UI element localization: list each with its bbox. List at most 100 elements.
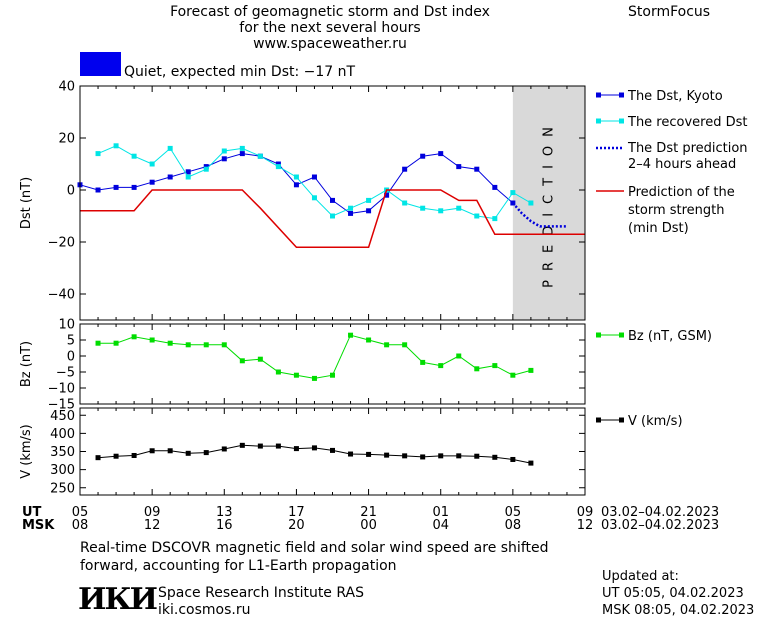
data-point [510,190,516,196]
y-tick-label: 350 [50,445,75,460]
y-tick-label: −40 [48,288,75,303]
dst-prediction-line [511,202,567,228]
data-point [149,179,155,185]
data-point [456,453,462,459]
data-point [438,151,444,157]
data-point [275,443,281,449]
legend-bz-marker [596,332,601,338]
data-point [113,184,119,190]
data-point [185,450,191,456]
data-point [239,358,245,364]
data-point [221,156,227,162]
storm-strength-line [80,189,585,248]
data-point [456,205,462,211]
updated-ut: UT 05:05, 04.02.2023 [602,586,744,601]
data-point [167,448,173,454]
data-point [438,208,444,214]
legend-recovered-label: The recovered Dst [627,115,747,130]
updated-label: Updated at: [602,569,679,584]
data-point [311,174,317,180]
updated-msk: MSK 08:05, 04.02.2023 [602,603,755,618]
data-point [384,192,390,198]
data-point [528,460,534,466]
data-point [402,166,408,172]
data-point [221,342,227,348]
y-tick-label: −20 [48,236,75,251]
data-point [492,454,498,460]
series-line-0-1 [97,145,532,220]
data-point [95,340,101,346]
data-point [311,195,317,201]
status-swatch [80,52,121,76]
ut-tick-label: 21 [360,505,377,520]
y-tick-label: 400 [50,427,75,442]
data-point [95,187,101,193]
legend-recovered-marker [596,118,601,124]
data-point [203,164,209,170]
data-point [474,453,480,459]
msk-tick-label: 04 [432,518,449,533]
data-point [149,448,155,454]
legend-bz-marker [619,332,624,338]
legend-storm-label-2: storm strength [628,203,725,218]
legend-bz-label: Bz (nT, GSM) [628,329,712,344]
prediction-region-label: PREDICTION [541,118,556,288]
legend: The Dst, Kyoto The recovered Dst The Dst… [596,89,748,429]
data-point [510,200,516,206]
chart-title-line2: for the next several hours [239,20,421,36]
data-point [438,363,444,369]
data-point [420,359,426,365]
y-tick-label: 20 [58,132,75,147]
institute-name: Space Research Institute RAS [158,585,364,601]
ut-tick-label: 05 [505,505,522,520]
data-point [167,174,173,180]
legend-dst-kyoto-marker [596,92,601,98]
y-axis-title: Bz (nT) [19,341,34,387]
iki-logo: ИКИ [78,582,158,617]
y-axis-title: Dst (nT) [19,177,34,229]
data-point [330,372,335,378]
data-point [528,367,534,373]
data-point [384,452,390,458]
footer-note-line1: Real-time DSCOVR magnetic field and sola… [80,540,549,556]
site-url[interactable]: www.spaceweather.ru [253,36,407,52]
data-point [293,174,299,180]
v-panel: 450 400 350 300 250 V (km/s) [19,407,586,496]
data-point [149,337,155,343]
data-point [113,340,119,346]
data-point [348,210,354,216]
data-point [203,166,209,172]
status-text: Quiet, expected min Dst: −17 nT [124,64,356,80]
data-point [311,375,317,381]
data-point [113,143,119,149]
msk-date-range: 03.02–04.02.2023 [601,518,719,533]
data-point [348,205,354,211]
ut-date-range: 03.02–04.02.2023 [601,505,719,520]
brand-name: StormFocus [628,4,711,20]
data-point [275,369,281,375]
data-point [474,213,480,219]
y-tick-label: −10 [48,382,75,397]
msk-tick-label: 08 [72,518,89,533]
data-point [257,356,263,362]
data-point [456,164,462,170]
data-point [420,205,426,211]
data-point [366,451,372,457]
y-axis-title: V (km/s) [19,424,34,479]
legend-v-marker [619,417,624,423]
footer-note-line2: forward, accounting for L1-Earth propaga… [80,558,397,574]
legend-storm-label-3: (min Dst) [628,221,689,236]
msk-axis-label: MSK [22,518,55,533]
data-point [510,456,516,462]
institute-site[interactable]: iki.cosmos.ru [158,602,251,618]
ut-tick-label: 01 [432,505,449,520]
data-point [293,372,299,378]
data-point [384,342,390,348]
data-point [366,337,372,343]
data-point [131,452,137,458]
data-point [203,450,209,456]
y-tick-label: 450 [50,409,75,424]
data-point [167,145,173,151]
